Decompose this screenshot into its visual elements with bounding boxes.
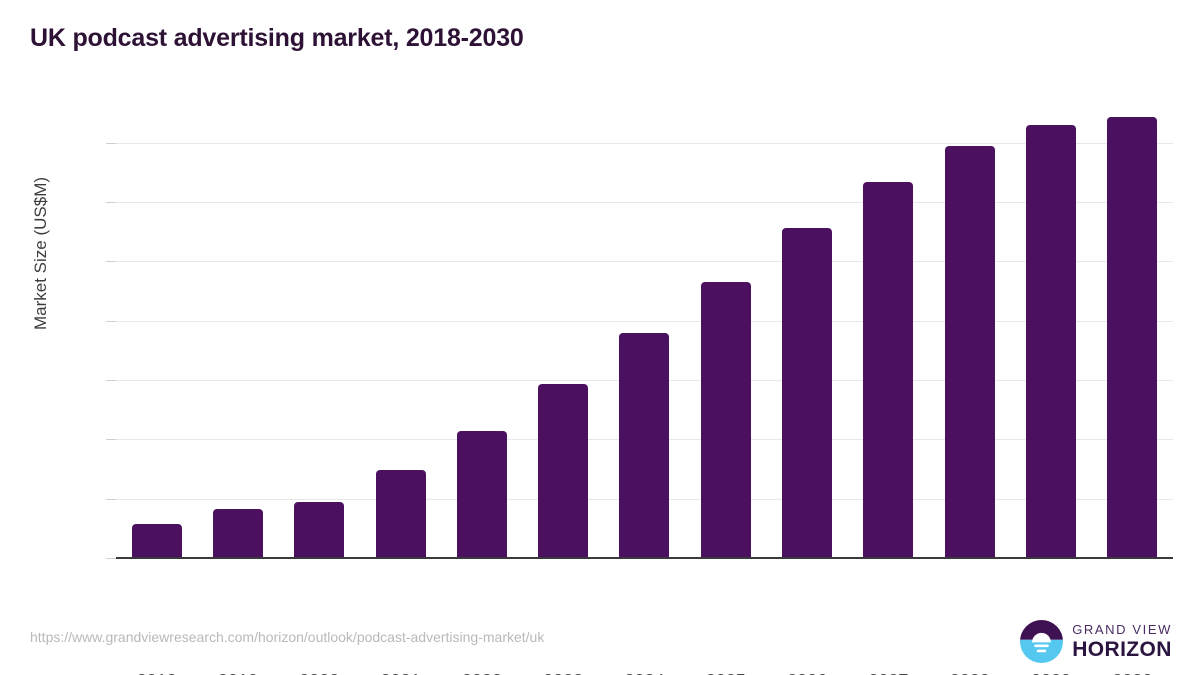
logo-wordmark: GRAND VIEW HORIZON (1072, 623, 1172, 660)
bar[interactable] (619, 333, 670, 558)
bar[interactable] (131, 523, 182, 558)
x-tick-label: 2029 (991, 671, 1111, 675)
grand-view-horizon-logo-icon (1020, 620, 1064, 663)
bar[interactable] (1026, 124, 1077, 558)
logo-top-text: GRAND VIEW (1072, 622, 1172, 637)
bar-slot (279, 100, 360, 558)
x-tick-label: 2030 (1072, 671, 1192, 675)
y-tick-mark (106, 380, 116, 382)
logo-bottom-text: HORIZON (1072, 638, 1172, 661)
gridline (116, 142, 1173, 144)
bar[interactable] (700, 281, 751, 558)
y-tick-mark (106, 439, 116, 441)
x-tick-label: 2025 (666, 671, 786, 675)
x-tick-label: 2019 (178, 671, 298, 675)
bars-group (116, 100, 1173, 558)
brand-logo[interactable]: GRAND VIEW HORIZON (1020, 620, 1172, 663)
x-tick-label: 2028 (910, 671, 1030, 675)
x-tick-label: 2021 (341, 671, 461, 675)
bar-slot (523, 100, 604, 558)
x-tick-label: 2027 (828, 671, 948, 675)
y-tick-mark (106, 202, 116, 204)
bar[interactable] (456, 431, 507, 558)
x-tick-label: 2024 (585, 671, 705, 675)
bar-slot (848, 100, 929, 558)
x-tick-label: 2026 (747, 671, 867, 675)
bar-slot (604, 100, 685, 558)
bar[interactable] (944, 146, 995, 558)
bar[interactable] (212, 509, 263, 558)
source-url[interactable]: https://www.grandviewresearch.com/horizo… (30, 629, 545, 645)
plot-area: 02505007501000125015001750 2018201920202… (106, 100, 1173, 675)
x-axis-line (116, 557, 1173, 559)
x-tick-label: 2020 (259, 671, 379, 675)
y-tick-mark (106, 142, 116, 144)
bar-slot (766, 100, 847, 558)
bar[interactable] (538, 384, 589, 558)
gridline (116, 202, 1173, 204)
bar-slot (685, 100, 766, 558)
bar-slot (1010, 100, 1091, 558)
page-title: UK podcast advertising market, 2018-2030 (30, 24, 524, 52)
bar-slot (197, 100, 278, 558)
bar[interactable] (782, 228, 833, 558)
bar[interactable] (375, 470, 426, 558)
gridline (116, 261, 1173, 263)
y-tick-mark (106, 558, 116, 559)
bar-slot (116, 100, 197, 558)
bar[interactable] (863, 181, 914, 558)
bar-slot (929, 100, 1010, 558)
y-tick-mark (106, 261, 116, 263)
bar-slot (1092, 100, 1173, 558)
bar-slot (360, 100, 441, 558)
x-tick-label: 2022 (422, 671, 542, 675)
x-tick-label: 2023 (503, 671, 623, 675)
bar[interactable] (1107, 117, 1158, 558)
x-tick-label: 2018 (97, 671, 217, 675)
bar[interactable] (294, 502, 345, 558)
gridline (116, 320, 1173, 322)
bar-slot (441, 100, 522, 558)
y-tick-mark (106, 320, 116, 322)
y-axis-title: Market Size (US$M) (31, 176, 50, 330)
y-tick-mark (106, 498, 116, 500)
